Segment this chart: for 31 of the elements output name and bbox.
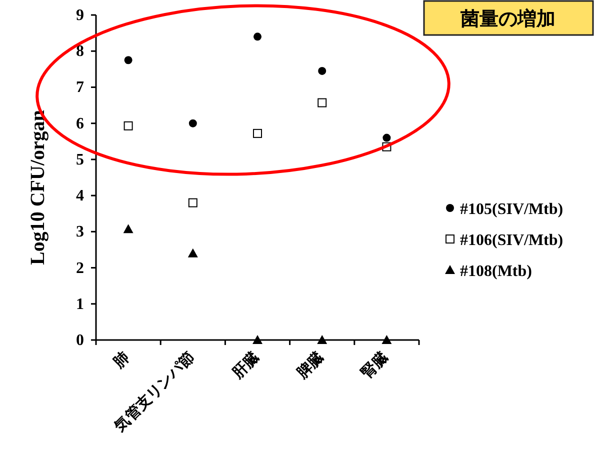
y-tick-label: 0 <box>76 332 84 349</box>
y-tick-label: 8 <box>76 43 84 60</box>
point <box>254 32 262 41</box>
point <box>382 335 392 344</box>
point <box>253 128 262 138</box>
y-tick-label: 6 <box>76 115 84 132</box>
y-tick-label: 4 <box>76 188 84 205</box>
y-tick-label: 1 <box>76 296 84 313</box>
text: 菌量の増加 <box>460 8 556 30</box>
point <box>317 335 328 344</box>
point <box>382 134 391 142</box>
y-tick-label: 5 <box>76 151 84 168</box>
y-tick-label: 9 <box>76 7 84 24</box>
x-tick-label: 肝臓 <box>228 348 262 383</box>
x-tick-label: 肺 <box>110 348 134 372</box>
point <box>188 198 198 208</box>
y-tick-label: 3 <box>76 224 84 241</box>
y-tick-label: 7 <box>76 79 84 96</box>
x-tick-label: 腎臓 <box>358 348 392 382</box>
y-axis-title: Log10 CFU/organ <box>27 110 49 265</box>
point <box>188 248 198 258</box>
y-tick-label: 2 <box>76 260 84 277</box>
legend-label: #108(Mtb) <box>460 263 532 280</box>
point <box>318 98 327 108</box>
point <box>124 121 133 130</box>
point <box>318 66 326 75</box>
point <box>123 224 134 234</box>
point <box>188 119 197 128</box>
point <box>124 56 132 64</box>
x-tick-label: 脾臓 <box>292 348 327 383</box>
point <box>252 335 262 344</box>
